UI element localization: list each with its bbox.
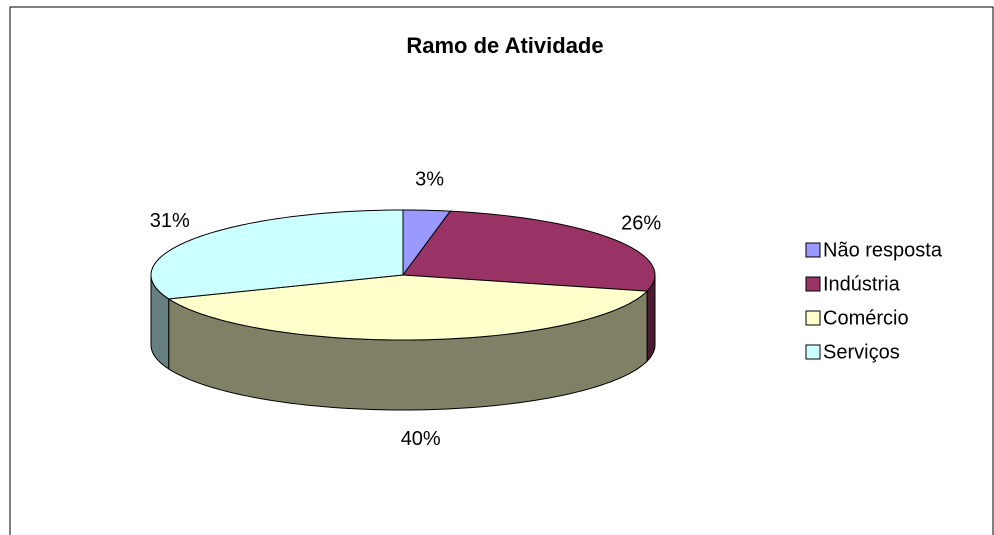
legend-label: Não resposta [823, 239, 943, 261]
legend-swatch [805, 242, 821, 258]
legend-label: Indústria [823, 273, 901, 295]
data-label: 3% [415, 169, 444, 191]
pie-slice [167, 274, 649, 341]
data-label: 26% [621, 212, 661, 234]
legend-label: Serviços [823, 341, 900, 363]
data-label: 31% [150, 210, 190, 232]
chart-title: Ramo de Atividade [406, 33, 603, 58]
legend-swatch [805, 276, 821, 292]
legend-swatch [805, 344, 821, 360]
legend-label: Comércio [823, 307, 909, 329]
chart-frame [9, 6, 994, 535]
legend-swatch [805, 310, 821, 326]
pie-slice [150, 209, 404, 300]
pie-slice [402, 210, 656, 292]
data-label: 40% [401, 428, 441, 450]
